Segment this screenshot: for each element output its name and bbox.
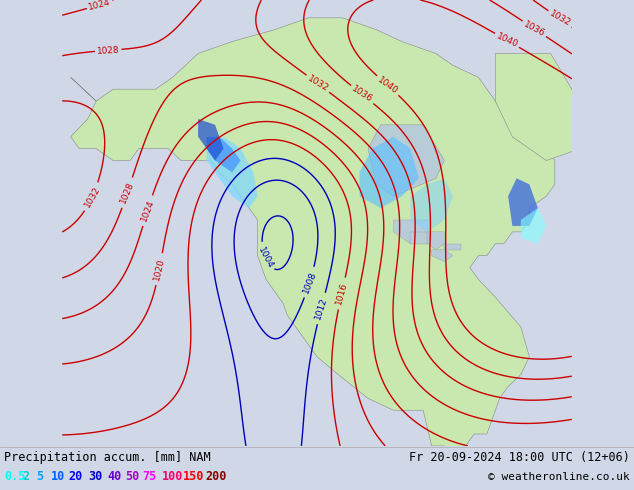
Polygon shape bbox=[368, 125, 444, 196]
Polygon shape bbox=[359, 137, 419, 208]
Text: Fr 20-09-2024 18:00 UTC (12+06): Fr 20-09-2024 18:00 UTC (12+06) bbox=[409, 451, 630, 465]
Text: 1040: 1040 bbox=[495, 31, 519, 49]
Text: 0.5: 0.5 bbox=[4, 470, 25, 484]
Text: 1024: 1024 bbox=[139, 198, 156, 223]
Text: 1032: 1032 bbox=[82, 185, 101, 209]
Text: 1012: 1012 bbox=[314, 296, 329, 321]
Text: 1040: 1040 bbox=[376, 75, 399, 96]
Text: 100: 100 bbox=[162, 470, 183, 484]
Text: 1028: 1028 bbox=[119, 180, 136, 205]
Polygon shape bbox=[198, 119, 224, 161]
Polygon shape bbox=[432, 250, 453, 262]
Polygon shape bbox=[207, 137, 240, 172]
Text: 1036: 1036 bbox=[350, 84, 374, 104]
Text: 10: 10 bbox=[51, 470, 65, 484]
Text: 1024: 1024 bbox=[87, 0, 112, 12]
Text: 50: 50 bbox=[125, 470, 139, 484]
Polygon shape bbox=[207, 137, 257, 208]
Text: 40: 40 bbox=[107, 470, 121, 484]
Polygon shape bbox=[71, 18, 555, 458]
Text: 1032: 1032 bbox=[306, 74, 330, 94]
Text: 1008: 1008 bbox=[301, 270, 318, 294]
Polygon shape bbox=[427, 232, 444, 250]
Text: 5: 5 bbox=[36, 470, 43, 484]
Text: © weatheronline.co.uk: © weatheronline.co.uk bbox=[488, 472, 630, 482]
Polygon shape bbox=[495, 53, 597, 161]
Polygon shape bbox=[410, 232, 427, 244]
Polygon shape bbox=[521, 208, 547, 244]
Text: 2: 2 bbox=[22, 470, 29, 484]
Text: 1028: 1028 bbox=[96, 45, 120, 55]
Text: 75: 75 bbox=[142, 470, 156, 484]
Text: 150: 150 bbox=[183, 470, 204, 484]
Text: 20: 20 bbox=[68, 470, 82, 484]
Text: 1032: 1032 bbox=[548, 9, 572, 28]
Text: 30: 30 bbox=[88, 470, 102, 484]
Text: 1016: 1016 bbox=[334, 281, 349, 306]
Polygon shape bbox=[410, 178, 453, 232]
Polygon shape bbox=[394, 220, 427, 244]
Text: 1036: 1036 bbox=[522, 20, 547, 38]
Text: 1004: 1004 bbox=[256, 245, 275, 270]
Text: 1020: 1020 bbox=[152, 257, 166, 281]
Text: Precipitation accum. [mm] NAM: Precipitation accum. [mm] NAM bbox=[4, 451, 210, 465]
Polygon shape bbox=[444, 244, 462, 250]
Text: 200: 200 bbox=[205, 470, 226, 484]
Polygon shape bbox=[508, 178, 538, 226]
